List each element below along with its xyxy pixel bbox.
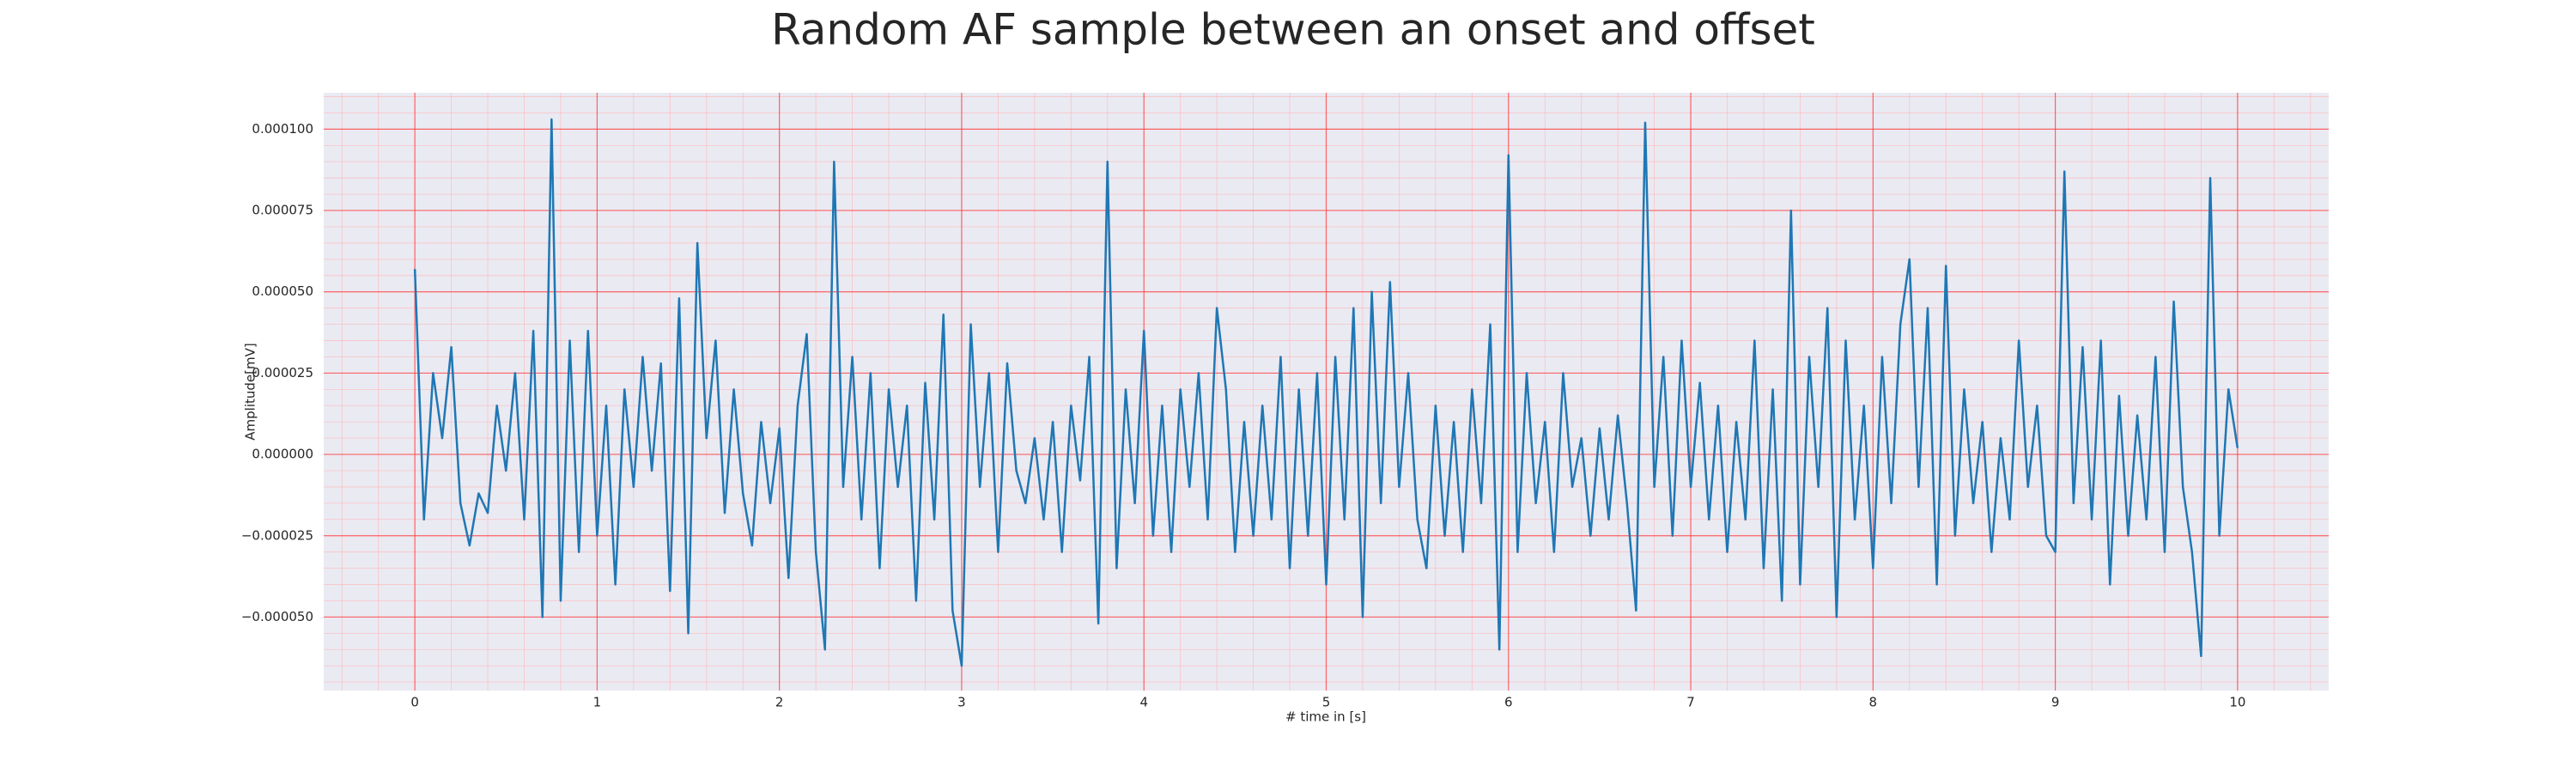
x-tick-label: 4	[1139, 695, 1148, 710]
x-tick-label: 8	[1869, 695, 1878, 710]
x-tick-label: 3	[957, 695, 966, 710]
y-tick-label: 0.000000	[252, 447, 313, 462]
y-tick-label: 0.000075	[252, 203, 313, 218]
y-tick-label: −0.000025	[241, 527, 313, 543]
x-tick-label: 5	[1322, 695, 1331, 710]
x-tick-label: 10	[2229, 695, 2245, 710]
y-tick-label: 0.000050	[252, 283, 313, 299]
x-tick-label: 7	[1686, 695, 1695, 710]
chart-title: Random AF sample between an onset and of…	[771, 5, 1815, 55]
x-tick-label: 9	[2051, 695, 2060, 710]
x-tick-label: 1	[593, 695, 602, 710]
y-axis-label: Amplitude[mV]	[243, 343, 258, 440]
y-tick-label: 0.000025	[252, 365, 313, 380]
x-tick-label: 0	[410, 695, 419, 710]
signal-line	[413, 118, 2239, 667]
y-tick-label: 0.000100	[252, 121, 313, 137]
y-tick-label: −0.000050	[241, 609, 313, 624]
x-tick-label: 2	[775, 695, 784, 710]
x-tick-label: 6	[1504, 695, 1513, 710]
x-axis-label: # time in [s]	[1285, 709, 1366, 725]
